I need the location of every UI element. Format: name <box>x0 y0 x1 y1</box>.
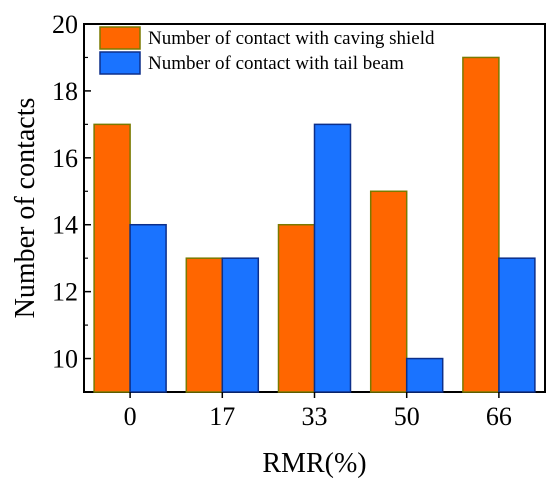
y-tick-label: 14 <box>52 211 78 240</box>
x-axis-title: RMR(%) <box>262 448 366 479</box>
bar-tail-beam-66 <box>498 257 536 393</box>
bar-tail-beam-50 <box>405 357 444 393</box>
y-tick-label: 20 <box>52 10 78 39</box>
bar-tail-beam-17 <box>221 257 260 393</box>
bar-tail-beam-33 <box>313 123 352 393</box>
legend-swatch-caving-shield <box>99 26 141 50</box>
legend: Number of contact with caving shield Numb… <box>99 26 435 75</box>
legend-swatch-tail-beam <box>99 51 141 75</box>
x-tick-label: 33 <box>302 402 328 431</box>
bar-tail-beam-0 <box>129 223 167 393</box>
y-axis-title: Number of contacts <box>10 98 41 319</box>
bar-caving-shield-17 <box>185 257 224 393</box>
bar-caving-shield-0 <box>93 123 131 393</box>
y-tick-label: 10 <box>52 345 78 374</box>
bar-caving-shield-33 <box>277 223 316 393</box>
x-tick-label: 0 <box>124 402 137 431</box>
x-tick-label: 17 <box>209 402 235 431</box>
y-tick-label: 18 <box>52 77 78 106</box>
y-tick-label: 12 <box>52 278 78 307</box>
x-tick-label: 66 <box>486 402 512 431</box>
axes-group: 0 17 33 50 66 10 12 14 16 18 20 <box>52 10 512 431</box>
x-tick-label: 50 <box>394 402 420 431</box>
y-tick-label: 16 <box>52 144 78 173</box>
bars-group <box>93 56 536 393</box>
legend-label-caving-shield: Number of contact with caving shield <box>148 28 435 49</box>
bar-caving-shield-50 <box>369 190 408 393</box>
bar-caving-shield-66 <box>462 56 500 393</box>
legend-label-tail-beam: Number of contact with tail beam <box>148 53 404 74</box>
